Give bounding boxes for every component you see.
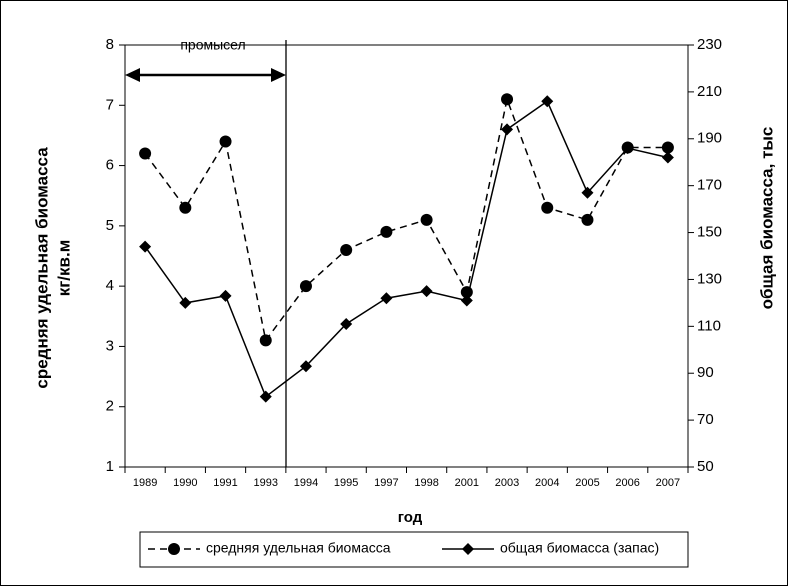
- series-line: [144, 96, 668, 343]
- y2-tick-label: 190: [697, 130, 722, 147]
- data-point: [340, 243, 353, 256]
- x-tick-label: 2003: [495, 477, 519, 489]
- data-point: [259, 334, 272, 347]
- data-point: [661, 141, 674, 154]
- annotation: промысел: [180, 37, 245, 53]
- x-tick-label: 2006: [615, 477, 639, 489]
- data-point: [581, 186, 594, 199]
- data-point: [541, 95, 554, 108]
- data-point: [179, 201, 192, 214]
- y-tick-label: 3: [106, 337, 114, 354]
- x-tick-label: 1997: [374, 477, 398, 489]
- y-tick-label: 8: [106, 36, 114, 53]
- y-axis-label: кг/кв.м: [54, 240, 73, 297]
- x-tick-label: 1995: [334, 477, 358, 489]
- data-point: [219, 135, 232, 148]
- data-point: [380, 292, 393, 305]
- y2-tick-label: 50: [697, 458, 714, 475]
- y2-tick-label: 230: [697, 36, 722, 53]
- data-point: [541, 201, 554, 214]
- data-point: [501, 123, 514, 136]
- x-tick-label: 1991: [213, 477, 237, 489]
- y-tick-label: 7: [106, 96, 114, 113]
- data-point: [139, 240, 152, 253]
- data-point: [420, 285, 433, 298]
- data-point: [259, 390, 272, 403]
- legend-label: средняя удельная биомасса: [206, 540, 391, 556]
- legend-marker: [168, 543, 180, 555]
- y-tick-label: 2: [106, 398, 114, 415]
- y2-tick-label: 210: [697, 83, 722, 100]
- y2-tick-label: 130: [697, 270, 722, 287]
- data-point: [581, 213, 594, 226]
- data-point: [219, 289, 232, 302]
- y2-tick-label: 170: [697, 177, 722, 194]
- x-tick-label: 2004: [535, 477, 559, 489]
- y2-tick-label: 110: [697, 317, 721, 334]
- y2-tick-label: 150: [697, 224, 722, 241]
- data-point: [380, 225, 393, 238]
- x-tick-label: 1998: [414, 477, 438, 489]
- legend: [139, 531, 689, 568]
- fishing-arrow: [125, 68, 286, 82]
- x-tick-label: 1994: [294, 477, 318, 489]
- data-point: [299, 280, 312, 293]
- data-point: [340, 317, 353, 330]
- x-tick-label: 1993: [254, 477, 278, 489]
- x-axis-label: год: [398, 509, 423, 526]
- data-point: [420, 213, 433, 226]
- data-point: [179, 296, 192, 309]
- x-tick-label: 2001: [455, 477, 479, 489]
- x-tick-label: 1989: [133, 477, 157, 489]
- data-point: [299, 360, 312, 373]
- y-axis-label: средняя удельная биомасса: [32, 147, 51, 389]
- legend-marker: [462, 543, 474, 555]
- x-tick-label: 1990: [173, 477, 197, 489]
- data-point: [501, 93, 514, 106]
- y-tick-label: 5: [106, 217, 114, 234]
- data-point: [460, 294, 473, 307]
- y-tick-label: 1: [106, 458, 114, 475]
- y2-tick-label: 90: [697, 364, 714, 381]
- x-tick-label: 2005: [575, 477, 599, 489]
- legend-label: общая биомасса (запас): [500, 540, 659, 556]
- y-tick-label: 6: [106, 157, 114, 174]
- series-line: [144, 100, 669, 398]
- y-tick-label: 4: [106, 277, 114, 294]
- y2-tick-label: 70: [697, 411, 714, 428]
- data-point: [661, 151, 674, 164]
- x-tick-label: 2007: [656, 477, 680, 489]
- data-point: [621, 142, 634, 155]
- data-point: [139, 147, 152, 160]
- y2-axis-label: общая биомасса, тыс: [757, 127, 776, 310]
